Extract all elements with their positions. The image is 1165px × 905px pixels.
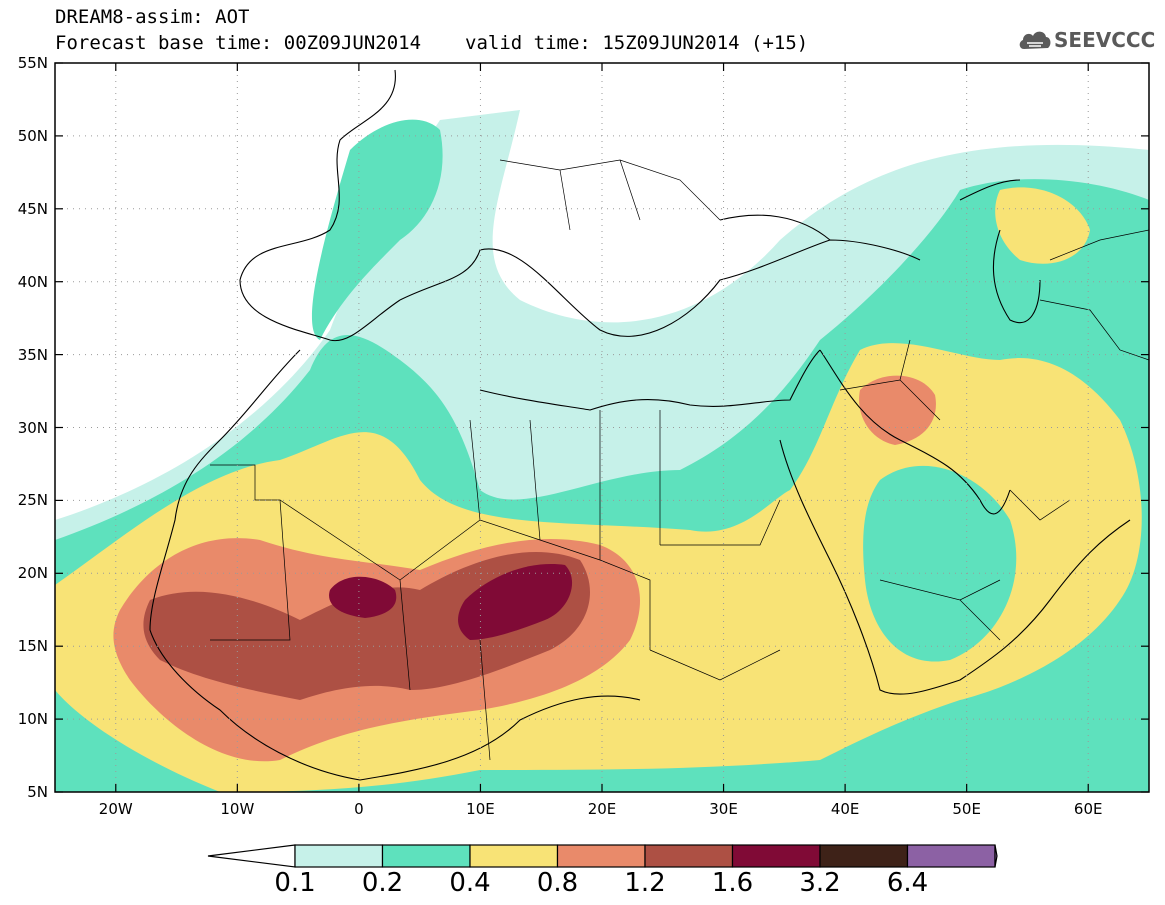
valid-time: valid time: 15Z09JUN2014 (+15) <box>465 32 809 54</box>
colorbar-label: 0.4 <box>449 868 491 898</box>
lon-label: 60E <box>1073 800 1103 818</box>
colorbar-label: 0.1 <box>274 868 316 898</box>
lon-label: 30E <box>709 800 738 818</box>
map-subtitle: Forecast base time: 00Z09JUN2014 valid ti… <box>55 33 808 53</box>
forecast-base-time: Forecast base time: 00Z09JUN2014 <box>55 32 422 54</box>
lat-label: 45N <box>17 199 48 218</box>
lat-label: 20N <box>17 564 48 583</box>
colorbar-label: 6.4 <box>886 868 929 898</box>
country-borders <box>210 159 1149 761</box>
aot-contour-0.2-arabia <box>863 465 1017 662</box>
lat-label: 35N <box>17 345 48 364</box>
lon-label: 20E <box>587 800 617 818</box>
lat-label: 55N <box>17 54 48 72</box>
colorbar-label: 0.8 <box>536 868 579 898</box>
lat-label: 10N <box>17 710 48 729</box>
colorbar-label: 3.2 <box>799 868 841 898</box>
aot-contour-0.8-iraq <box>859 375 936 445</box>
colorbar-label: 1.6 <box>711 868 754 898</box>
colorbar-swatch <box>294 844 384 868</box>
colorbar-label: 1.2 <box>624 868 666 898</box>
colorbar-swatch <box>819 844 909 868</box>
lat-label: 5N <box>27 783 48 801</box>
colorbar-swatch <box>731 844 821 868</box>
lon-label: 10E <box>466 800 495 818</box>
aot-contour-1.6-west <box>329 576 397 618</box>
aot-contour-1.6-east <box>458 564 573 640</box>
coastlines <box>149 69 1131 781</box>
seevccc-logo: SEEVCCC <box>1018 25 1158 55</box>
colorbar-swatch <box>381 844 471 868</box>
aot-contour-0.2-france <box>311 119 443 340</box>
colorbar-swatch <box>906 844 996 868</box>
logo-text: SEEVCCC <box>1054 28 1156 52</box>
colorbar-label: 0.2 <box>361 868 404 898</box>
lon-label: 0 <box>354 800 364 818</box>
colorbar-swatch <box>469 844 559 868</box>
lon-label: 20W <box>98 800 133 818</box>
lat-label: 30N <box>17 418 48 437</box>
lat-label: 25N <box>17 491 48 510</box>
lon-label: 10W <box>220 800 255 818</box>
map-title: DREAM8-assim: AOT <box>55 6 250 28</box>
aot-contour-0.4-caspian <box>995 187 1090 264</box>
lon-label: 50E <box>952 800 981 818</box>
lat-label: 15N <box>17 637 48 656</box>
colorbar-swatch <box>644 844 734 868</box>
colorbar-max-arrow <box>994 844 998 868</box>
lat-label: 40N <box>17 272 48 291</box>
lon-label: 40E <box>830 800 860 818</box>
colorbar-min-arrow <box>207 844 296 868</box>
axis-ticks <box>55 62 1149 793</box>
colorbar-swatch <box>556 844 646 868</box>
graticule <box>55 63 1149 792</box>
lat-label: 50N <box>17 126 48 145</box>
cloud-icon <box>1019 31 1051 49</box>
